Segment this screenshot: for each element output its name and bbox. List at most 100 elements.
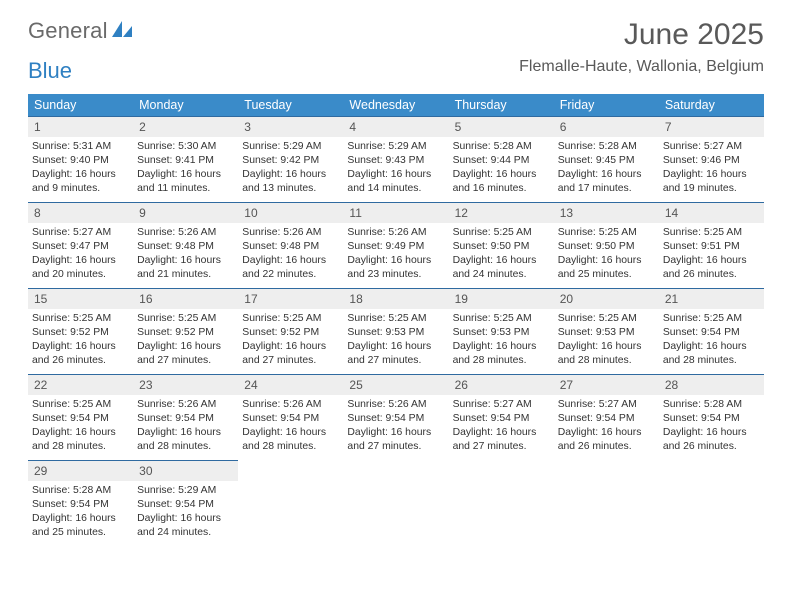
day-number: 16 bbox=[133, 288, 238, 309]
weekday-header: Wednesday bbox=[343, 94, 448, 116]
calendar-cell: 1Sunrise: 5:31 AMSunset: 9:40 PMDaylight… bbox=[28, 116, 133, 202]
day-details: Sunrise: 5:30 AMSunset: 9:41 PMDaylight:… bbox=[137, 140, 234, 196]
day-number: 2 bbox=[133, 116, 238, 137]
calendar-cell: 25 Sunrise: 5:26 AMSunset: 9:54 PMDayligh… bbox=[343, 374, 448, 460]
day-number: 24 bbox=[238, 374, 343, 395]
day-number: 25 bbox=[343, 374, 448, 395]
weekday-header: Tuesday bbox=[238, 94, 343, 116]
day-number: 3 bbox=[238, 116, 343, 137]
day-details: Sunrise: 5:25 AMSunset: 9:54 PMDaylight:… bbox=[32, 398, 129, 454]
day-number: 13 bbox=[554, 202, 659, 223]
calendar-cell bbox=[659, 460, 764, 546]
calendar-cell: 6 Sunrise: 5:28 AMSunset: 9:45 PMDaylight… bbox=[554, 116, 659, 202]
day-number: 19 bbox=[449, 288, 554, 309]
calendar-cell: 4 Sunrise: 5:29 AMSunset: 9:43 PMDaylight… bbox=[343, 116, 448, 202]
calendar-cell: 20 Sunrise: 5:25 AMSunset: 9:53 PMDayligh… bbox=[554, 288, 659, 374]
calendar-cell: 15 Sunrise: 5:25 AMSunset: 9:52 PMDayligh… bbox=[28, 288, 133, 374]
calendar-cell: 5Sunrise: 5:28 AMSunset: 9:44 PMDaylight… bbox=[449, 116, 554, 202]
day-number: 9 bbox=[133, 202, 238, 223]
calendar-cell: 23 Sunrise: 5:26 AMSunset: 9:54 PMDayligh… bbox=[133, 374, 238, 460]
day-details: Sunrise: 5:25 AMSunset: 9:52 PMDaylight:… bbox=[137, 312, 234, 368]
calendar-cell: 30 Sunrise: 5:29 AMSunset: 9:54 PMDayligh… bbox=[133, 460, 238, 546]
brand-logo: General bbox=[28, 18, 133, 44]
day-number: 1 bbox=[28, 116, 133, 137]
day-number: 21 bbox=[659, 288, 764, 309]
day-details: Sunrise: 5:26 AMSunset: 9:48 PMDaylight:… bbox=[242, 226, 339, 282]
day-details: Sunrise: 5:28 AMSunset: 9:54 PMDaylight:… bbox=[663, 398, 760, 454]
calendar-cell: 9Sunrise: 5:26 AMSunset: 9:48 PMDaylight… bbox=[133, 202, 238, 288]
weekday-header: Thursday bbox=[449, 94, 554, 116]
calendar-cell: 3Sunrise: 5:29 AMSunset: 9:42 PMDaylight… bbox=[238, 116, 343, 202]
day-number: 7 bbox=[659, 116, 764, 137]
day-details: Sunrise: 5:26 AMSunset: 9:49 PMDaylight:… bbox=[347, 226, 444, 282]
day-number: 29 bbox=[28, 460, 133, 481]
day-number: 18 bbox=[343, 288, 448, 309]
month-title: June 2025 bbox=[519, 18, 764, 52]
calendar-cell bbox=[343, 460, 448, 546]
day-details: Sunrise: 5:25 AMSunset: 9:53 PMDaylight:… bbox=[558, 312, 655, 368]
day-number: 26 bbox=[449, 374, 554, 395]
calendar-table: SundayMondayTuesdayWednesdayThursdayFrid… bbox=[28, 94, 764, 546]
calendar-cell: 13 Sunrise: 5:25 AMSunset: 9:50 PMDayligh… bbox=[554, 202, 659, 288]
day-details: Sunrise: 5:25 AMSunset: 9:53 PMDaylight:… bbox=[453, 312, 550, 368]
calendar-cell: 29 Sunrise: 5:28 AMSunset: 9:54 PMDayligh… bbox=[28, 460, 133, 546]
calendar-cell: 8 Sunrise: 5:27 AMSunset: 9:47 PMDaylight… bbox=[28, 202, 133, 288]
sail-icon bbox=[111, 18, 133, 44]
day-details: Sunrise: 5:25 AMSunset: 9:52 PMDaylight:… bbox=[32, 312, 129, 368]
day-details: Sunrise: 5:26 AMSunset: 9:54 PMDaylight:… bbox=[347, 398, 444, 454]
day-details: Sunrise: 5:27 AMSunset: 9:54 PMDaylight:… bbox=[558, 398, 655, 454]
weekday-header: Monday bbox=[133, 94, 238, 116]
day-number: 11 bbox=[343, 202, 448, 223]
day-number: 14 bbox=[659, 202, 764, 223]
calendar-cell bbox=[238, 460, 343, 546]
calendar-cell: 22 Sunrise: 5:25 AMSunset: 9:54 PMDayligh… bbox=[28, 374, 133, 460]
calendar-cell: 12 Sunrise: 5:25 AMSunset: 9:50 PMDayligh… bbox=[449, 202, 554, 288]
day-details: Sunrise: 5:26 AMSunset: 9:54 PMDaylight:… bbox=[242, 398, 339, 454]
calendar-cell: 17Sunrise: 5:25 AMSunset: 9:52 PMDayligh… bbox=[238, 288, 343, 374]
day-details: Sunrise: 5:27 AMSunset: 9:47 PMDaylight:… bbox=[32, 226, 129, 282]
day-number: 23 bbox=[133, 374, 238, 395]
day-number: 20 bbox=[554, 288, 659, 309]
day-details: Sunrise: 5:25 AMSunset: 9:50 PMDaylight:… bbox=[453, 226, 550, 282]
calendar-cell: 18 Sunrise: 5:25 AMSunset: 9:53 PMDayligh… bbox=[343, 288, 448, 374]
day-number: 10 bbox=[238, 202, 343, 223]
day-number: 12 bbox=[449, 202, 554, 223]
day-number: 22 bbox=[28, 374, 133, 395]
calendar-cell: 10 Sunrise: 5:26 AMSunset: 9:48 PMDayligh… bbox=[238, 202, 343, 288]
calendar-cell: 16 Sunrise: 5:25 AMSunset: 9:52 PMDayligh… bbox=[133, 288, 238, 374]
calendar-cell bbox=[449, 460, 554, 546]
weekday-header: Saturday bbox=[659, 94, 764, 116]
calendar-cell: 24 Sunrise: 5:26 AMSunset: 9:54 PMDayligh… bbox=[238, 374, 343, 460]
calendar-cell: 28Sunrise: 5:28 AMSunset: 9:54 PMDayligh… bbox=[659, 374, 764, 460]
day-details: Sunrise: 5:25 AMSunset: 9:50 PMDaylight:… bbox=[558, 226, 655, 282]
calendar-cell: 11 Sunrise: 5:26 AMSunset: 9:49 PMDayligh… bbox=[343, 202, 448, 288]
day-details: Sunrise: 5:26 AMSunset: 9:54 PMDaylight:… bbox=[137, 398, 234, 454]
calendar-cell: 7 Sunrise: 5:27 AMSunset: 9:46 PMDaylight… bbox=[659, 116, 764, 202]
day-number: 27 bbox=[554, 374, 659, 395]
brand-part1: General bbox=[28, 18, 108, 44]
day-number: 17 bbox=[238, 288, 343, 309]
day-details: Sunrise: 5:27 AMSunset: 9:54 PMDaylight:… bbox=[453, 398, 550, 454]
calendar-cell: 14 Sunrise: 5:25 AMSunset: 9:51 PMDayligh… bbox=[659, 202, 764, 288]
day-number: 4 bbox=[343, 116, 448, 137]
day-details: Sunrise: 5:28 AMSunset: 9:54 PMDaylight:… bbox=[32, 484, 129, 540]
calendar-cell: 27 Sunrise: 5:27 AMSunset: 9:54 PMDayligh… bbox=[554, 374, 659, 460]
day-details: Sunrise: 5:25 AMSunset: 9:51 PMDaylight:… bbox=[663, 226, 760, 282]
day-details: Sunrise: 5:27 AMSunset: 9:46 PMDaylight:… bbox=[663, 140, 760, 196]
day-details: Sunrise: 5:25 AMSunset: 9:54 PMDaylight:… bbox=[663, 312, 760, 368]
calendar-cell: 21 Sunrise: 5:25 AMSunset: 9:54 PMDayligh… bbox=[659, 288, 764, 374]
day-details: Sunrise: 5:25 AMSunset: 9:53 PMDaylight:… bbox=[347, 312, 444, 368]
calendar-cell: 2 Sunrise: 5:30 AMSunset: 9:41 PMDaylight… bbox=[133, 116, 238, 202]
day-details: Sunrise: 5:28 AMSunset: 9:45 PMDaylight:… bbox=[558, 140, 655, 196]
day-details: Sunrise: 5:29 AMSunset: 9:43 PMDaylight:… bbox=[347, 140, 444, 196]
day-details: Sunrise: 5:28 AMSunset: 9:44 PMDaylight:… bbox=[453, 140, 550, 196]
day-details: Sunrise: 5:29 AMSunset: 9:54 PMDaylight:… bbox=[137, 484, 234, 540]
weekday-header: Friday bbox=[554, 94, 659, 116]
day-number: 15 bbox=[28, 288, 133, 309]
calendar-cell: 26 Sunrise: 5:27 AMSunset: 9:54 PMDayligh… bbox=[449, 374, 554, 460]
location: Flemalle-Haute, Wallonia, Belgium bbox=[519, 58, 764, 76]
day-number: 30 bbox=[133, 460, 238, 481]
day-number: 8 bbox=[28, 202, 133, 223]
calendar-cell bbox=[554, 460, 659, 546]
day-number: 6 bbox=[554, 116, 659, 137]
